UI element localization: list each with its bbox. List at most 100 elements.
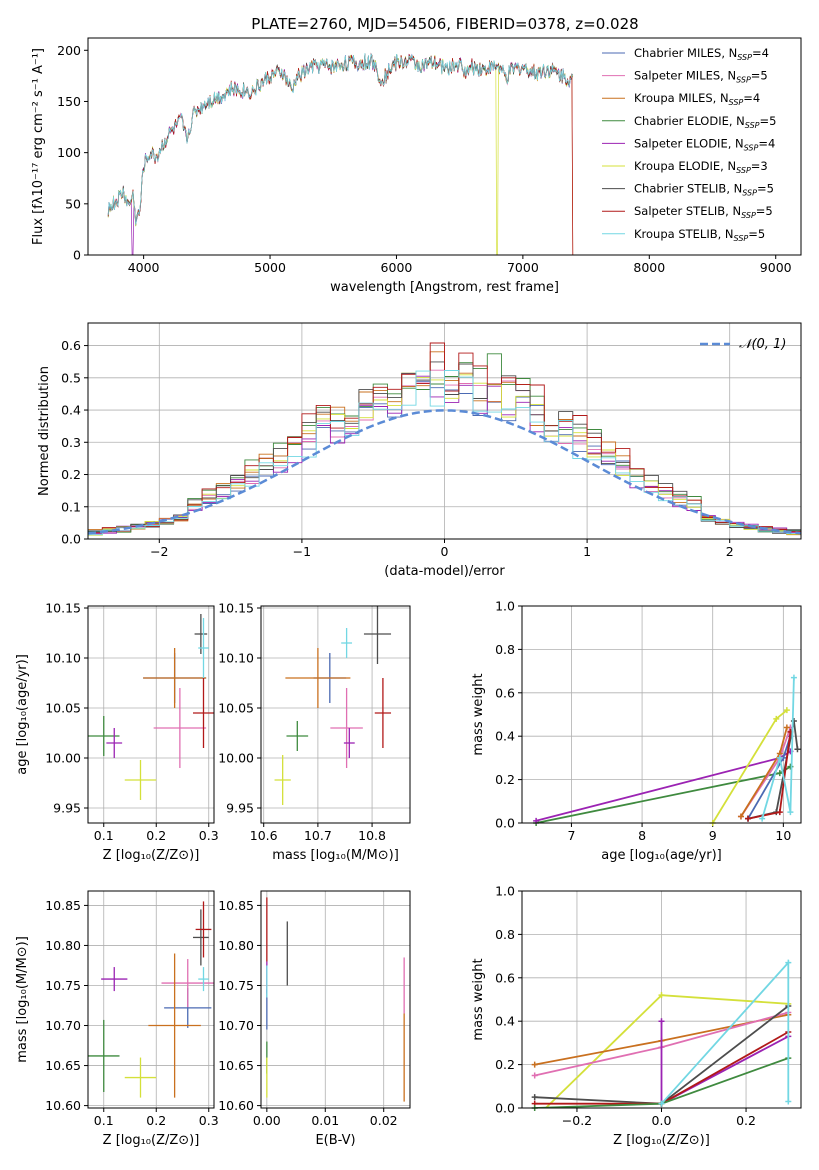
errorbar-point bbox=[341, 628, 353, 658]
weight-marker bbox=[759, 815, 766, 822]
weight-marker bbox=[658, 1018, 665, 1025]
mass-vs-z-tick-label-y: 10.80 bbox=[45, 938, 81, 953]
residuals-tick-label-y: 0.0 bbox=[61, 532, 81, 547]
mass-vs-z-tick-label-x: 0.1 bbox=[94, 1113, 114, 1128]
age-vs-mass-tick-label-y: 10.05 bbox=[218, 701, 254, 716]
weight-vs-z-tick-label-y: 0.6 bbox=[495, 970, 515, 985]
errorbar-point bbox=[374, 678, 392, 748]
errorbar-point bbox=[124, 1057, 157, 1098]
mass-vs-z-tick-label-x: 0.3 bbox=[199, 1113, 219, 1128]
errorbar-point bbox=[148, 953, 201, 1098]
weight-vs-z-tick-label-y: 0.0 bbox=[495, 1101, 515, 1116]
mass-vs-z-tick-label-y: 10.85 bbox=[45, 898, 81, 913]
mass-vs-z-tick-label-y: 10.70 bbox=[45, 1018, 81, 1033]
weight-marker bbox=[785, 1098, 792, 1105]
legend-entry: Chabrier MILES, NSSP=4 bbox=[634, 46, 769, 62]
residuals-tick-label-x: −1 bbox=[293, 544, 311, 559]
weight-vs-z-ylabel: mass weight bbox=[471, 958, 486, 1040]
weight-line-kroupa-elodie bbox=[711, 709, 788, 823]
weight-marker bbox=[776, 754, 783, 761]
spectrum-xlabel: wavelength [Angstrom, rest frame] bbox=[330, 280, 559, 295]
spectrum-series-kroupa-miles bbox=[107, 54, 574, 255]
weight-vs-age-tick-label-y: 0.2 bbox=[495, 772, 515, 787]
weight-vs-age-tick-label-y: 0.0 bbox=[495, 816, 515, 831]
legend-entry: Chabrier ELODIE, NSSP=5 bbox=[634, 114, 776, 130]
errorbar-point bbox=[198, 967, 209, 992]
mass-vs-ebv-tick-label-y: 10.65 bbox=[218, 1058, 254, 1073]
weight-marker bbox=[658, 992, 665, 999]
age-vs-mass-tick-label-y: 10.15 bbox=[218, 601, 254, 616]
legend-entry: Salpeter ELODIE, NSSP=4 bbox=[634, 136, 775, 152]
age-vs-z-ylabel: age [log₁₀(age/yr)] bbox=[15, 654, 30, 775]
errorbar-point bbox=[285, 648, 351, 708]
spectrum-tick-label-x: 7000 bbox=[507, 260, 539, 275]
spectrum-tick-label-y: 200 bbox=[57, 43, 81, 58]
errorbar-point bbox=[161, 959, 214, 1008]
residuals-tick-label-x: 1 bbox=[583, 544, 591, 559]
age-vs-z-frame bbox=[87, 605, 215, 824]
errorbar-point bbox=[153, 688, 207, 768]
weight-marker bbox=[658, 1100, 665, 1107]
residuals-tick-label-y: 0.4 bbox=[61, 403, 81, 418]
residuals-frame bbox=[87, 322, 802, 540]
legend-entry: Kroupa STELIB, NSSP=5 bbox=[634, 227, 765, 243]
errorbar-point bbox=[195, 901, 212, 958]
mass-vs-ebv-tick-label-y: 10.70 bbox=[218, 1018, 254, 1033]
spectrum-series-salpeter-elodie bbox=[107, 53, 574, 255]
weight-vs-z-tick-label-y: 0.2 bbox=[495, 1057, 515, 1072]
weight-marker bbox=[785, 959, 792, 966]
mass-vs-ebv-tick-label-y: 10.80 bbox=[218, 938, 254, 953]
spectrum-series-kroupa-elodie bbox=[107, 53, 574, 255]
weight-vs-age-ylabel: mass weight bbox=[471, 673, 486, 755]
mass-vs-z-tick-label-y: 10.60 bbox=[45, 1098, 81, 1113]
residuals-tick-label-x: 2 bbox=[726, 544, 734, 559]
spectrum-tick-label-y: 50 bbox=[65, 196, 81, 211]
mass-vs-ebv-tick-label-x: 0.02 bbox=[370, 1113, 398, 1128]
mass-vs-ebv-tick-label-x: 0.00 bbox=[253, 1113, 281, 1128]
weight-marker bbox=[737, 813, 744, 820]
residuals-tick-label-x: −2 bbox=[150, 544, 168, 559]
legend-entry: Salpeter STELIB, NSSP=5 bbox=[634, 204, 773, 220]
errorbar-point bbox=[143, 648, 207, 708]
weight-vs-z-tick-label-y: 1.0 bbox=[495, 884, 515, 899]
residuals-xlabel: (data-model)/error bbox=[384, 564, 505, 579]
age-vs-mass-tick-label-y: 10.10 bbox=[218, 651, 254, 666]
spectrum-series-chabrier-elodie bbox=[107, 53, 573, 225]
spectrum-tick-label-x: 5000 bbox=[254, 260, 286, 275]
mass-vs-ebv-tick-label-y: 10.75 bbox=[218, 978, 254, 993]
weight-vs-age-tick-label-x: 10 bbox=[775, 828, 791, 843]
errorbar-point bbox=[101, 967, 128, 992]
spectrum-series-salpeter-miles bbox=[107, 54, 574, 223]
weight-marker bbox=[790, 674, 797, 681]
mass-vs-z-xlabel: Z [log₁₀(Z/Z⊙)] bbox=[103, 1133, 200, 1148]
spectrum-frame bbox=[87, 37, 802, 256]
weight-vs-z-xlabel: Z [log₁₀(Z/Z⊙)] bbox=[613, 1133, 710, 1148]
mass-vs-z-tick-label-y: 10.75 bbox=[45, 978, 81, 993]
weight-marker bbox=[531, 1094, 538, 1101]
spectrum-tick-label-x: 8000 bbox=[633, 260, 665, 275]
weight-marker bbox=[776, 809, 783, 816]
spectrum-tick-label-y: 0 bbox=[73, 248, 81, 263]
errorbar-point bbox=[363, 606, 392, 664]
spectrum-tick-label-x: 4000 bbox=[128, 260, 160, 275]
spectrum-series-kroupa-stelib bbox=[107, 53, 574, 225]
weight-vs-z-tick-label-x: 0.2 bbox=[736, 1113, 756, 1128]
weight-marker bbox=[531, 1061, 538, 1068]
errorbar-point bbox=[193, 678, 214, 748]
age-vs-z-tick-label-x: 0.1 bbox=[94, 828, 114, 843]
residuals-tick-label-y: 0.6 bbox=[61, 338, 81, 353]
age-vs-mass-tick-label-y: 9.95 bbox=[226, 801, 254, 816]
weight-vs-z-tick-label-y: 0.8 bbox=[495, 927, 515, 942]
gaussian-legend-label: 𝒩(0, 1) bbox=[739, 337, 786, 352]
spectrum-series-chabrier-stelib bbox=[107, 53, 574, 223]
mass-vs-z-ylabel: mass [log₁₀(M/M⊙)] bbox=[15, 936, 30, 1063]
spectrum-tick-label-y: 100 bbox=[57, 145, 81, 160]
age-vs-z-tick-label-y: 10.15 bbox=[45, 601, 81, 616]
weight-marker bbox=[776, 770, 783, 777]
age-vs-mass-xlabel: mass [log₁₀(M/M⊙)] bbox=[272, 848, 399, 863]
spectrum-ylabel: Flux [fλ10⁻¹⁷ erg cm⁻² s⁻¹ A⁻¹] bbox=[31, 48, 46, 245]
weight-vs-z-tick-label-x: −0.2 bbox=[562, 1113, 592, 1128]
mass-vs-z-tick-label-x: 0.2 bbox=[146, 1113, 166, 1128]
errorbar-point bbox=[330, 688, 363, 768]
